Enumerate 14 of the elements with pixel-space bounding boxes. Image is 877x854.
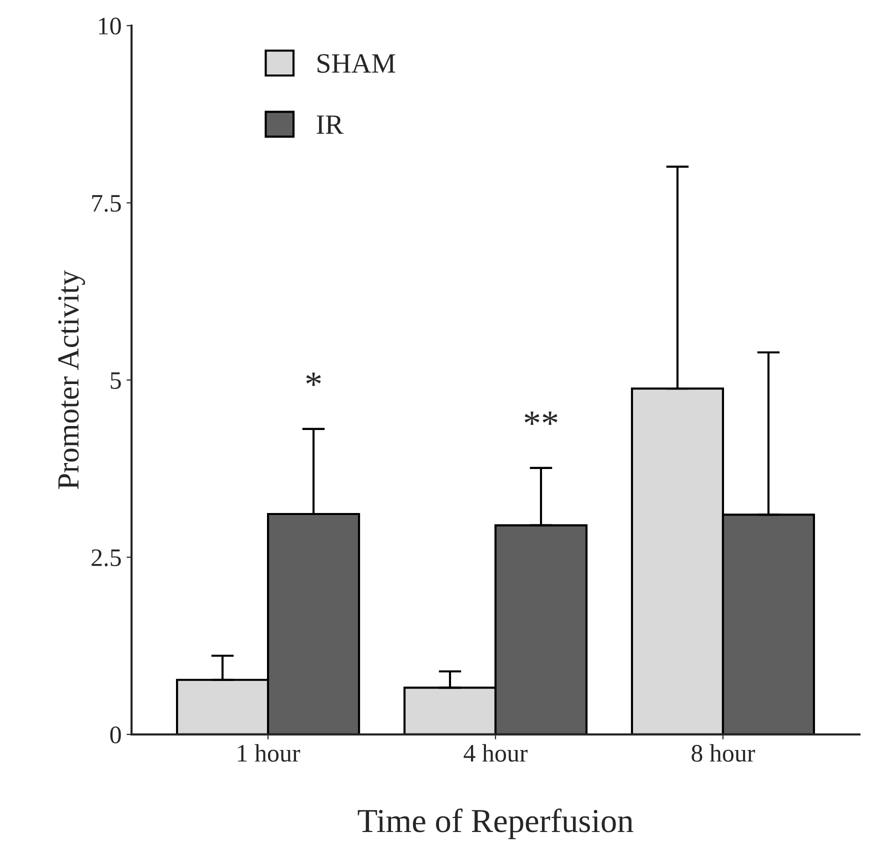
- y-tick-label: 7.5: [92, 195, 121, 212]
- y-axis-title: Promoter Activity: [58, 270, 86, 490]
- annotation: *: [306, 372, 321, 386]
- x-tick-label: 1 hour: [238, 744, 300, 762]
- y-tick-label: 2.5: [92, 549, 121, 566]
- legend-label: IR: [316, 116, 344, 134]
- x-tick-label: 8 hour: [692, 744, 756, 762]
- x-axis-title: Time of Reperfusion: [358, 808, 634, 840]
- y-tick-label: 10: [99, 18, 121, 35]
- legend-label: SHAM: [318, 54, 396, 73]
- y-tick-label: 5: [110, 372, 121, 389]
- x-tick-label: 4 hour: [464, 744, 528, 762]
- y-tick-label: 0: [110, 726, 121, 744]
- annotation: **: [524, 412, 558, 425]
